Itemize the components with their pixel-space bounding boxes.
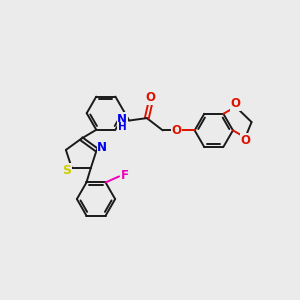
Text: O: O (146, 91, 155, 104)
Text: O: O (231, 97, 241, 110)
Text: O: O (240, 134, 250, 147)
Text: N: N (97, 141, 107, 154)
Text: F: F (121, 169, 128, 182)
Text: O: O (172, 124, 182, 137)
Text: N: N (117, 113, 127, 126)
Text: S: S (62, 164, 71, 177)
Text: H: H (118, 122, 127, 132)
